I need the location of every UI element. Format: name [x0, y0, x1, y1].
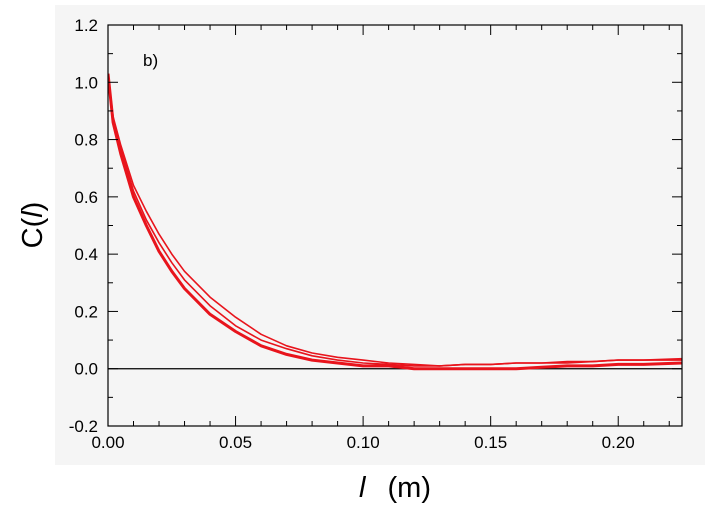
x-tick-label: 0.20 [602, 433, 635, 452]
series-line-2 [108, 73, 682, 367]
y-tick-label: -0.2 [69, 417, 98, 436]
ticks-layer [107, 24, 682, 427]
panel-label: b) [143, 51, 158, 70]
y-tick-label: 0.4 [74, 245, 98, 264]
y-tick-label: 1.0 [74, 73, 98, 92]
x-tick-label: 0.00 [91, 433, 124, 452]
y-tick-label: 1.2 [74, 16, 98, 35]
series-line-3 [108, 73, 682, 367]
plot-background [55, 5, 705, 465]
y-tick-label: 0.8 [74, 131, 98, 150]
x-axis-unit: (m) [388, 472, 431, 504]
x-axis-title: l (m) [359, 472, 431, 504]
x-axis-symbol: l [359, 472, 367, 504]
x-tick-label: 0.15 [474, 433, 507, 452]
tick-labels-layer: 0.00 0.05 0.10 0.15 0.20 -0.2 0.0 0.2 0.4 0.6 0.8 1… [69, 16, 635, 452]
y-axis-prefix: C( [17, 217, 49, 248]
y-axis-suffix: ) [17, 202, 49, 212]
series-line-1 [108, 73, 682, 371]
x-tick-label: 0.05 [219, 433, 252, 452]
y-tick-label: 0.6 [74, 188, 98, 207]
series-layer [108, 73, 682, 371]
y-axis-title: C(l) [17, 202, 49, 249]
x-tick-label: 0.10 [347, 433, 380, 452]
y-tick-label: 0.0 [74, 360, 98, 379]
y-axis-symbol: l [17, 210, 49, 218]
y-tick-label: 0.2 [74, 302, 98, 321]
